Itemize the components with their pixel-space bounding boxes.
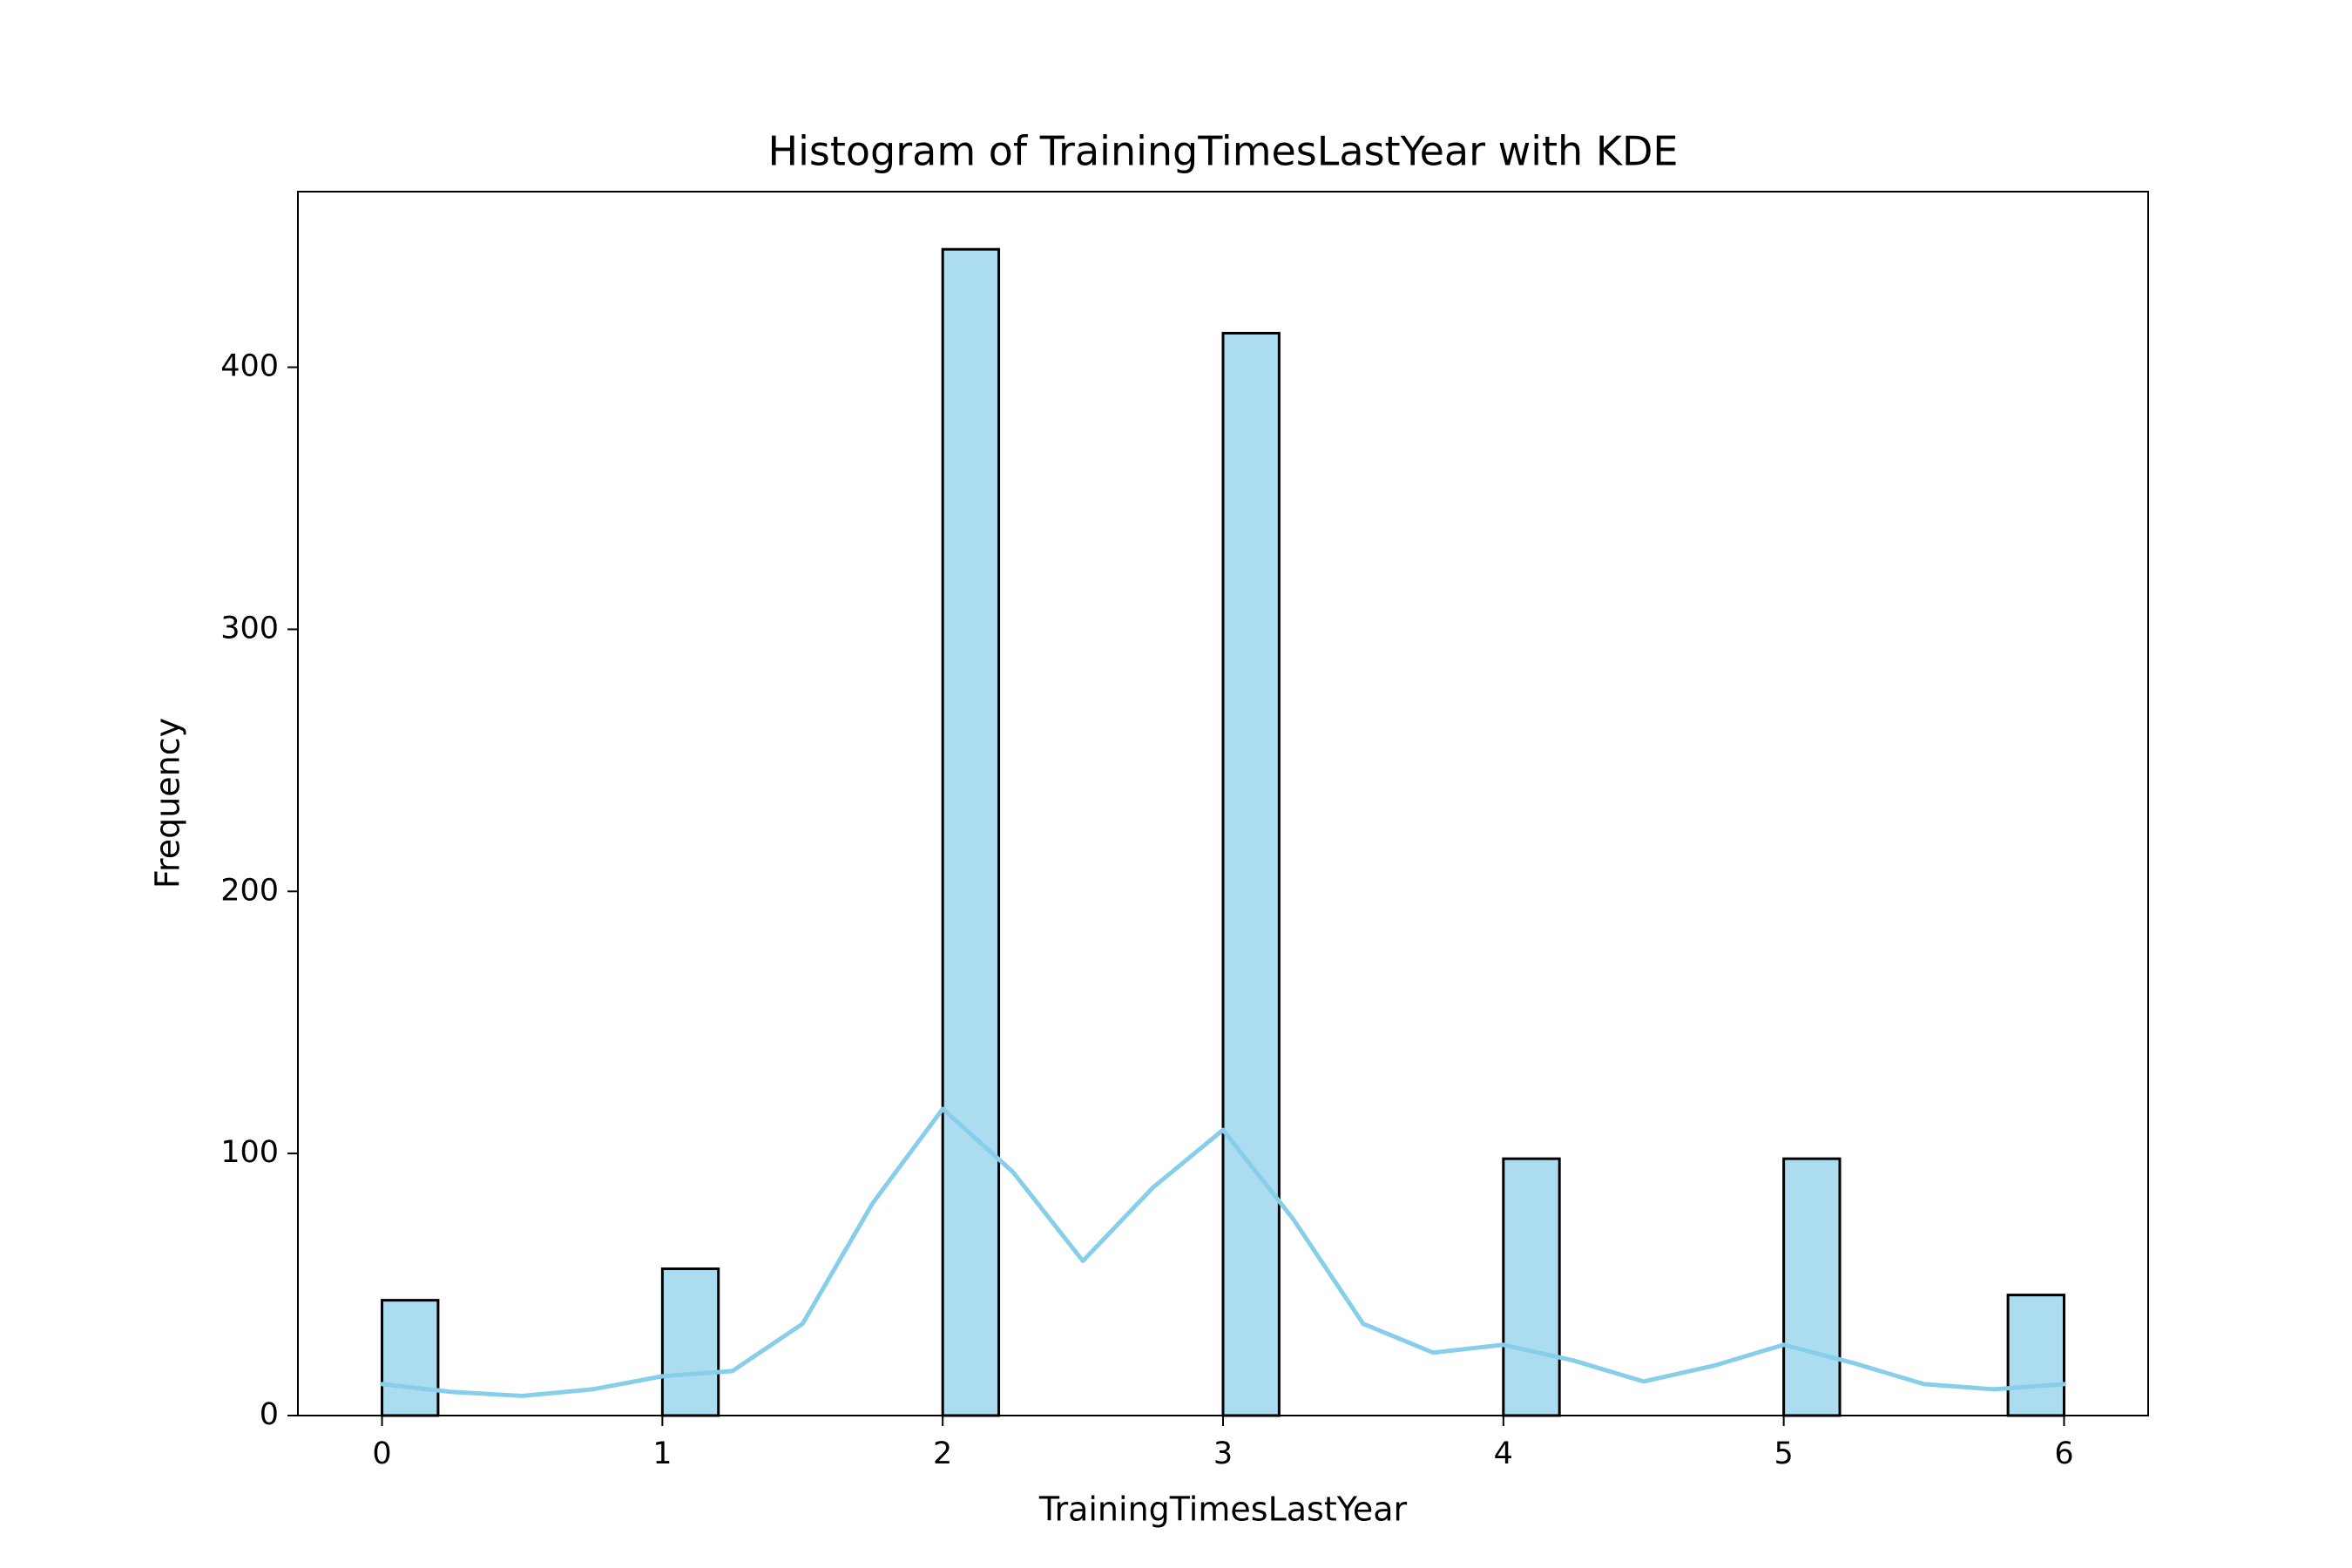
x-tick-label: 1 [652, 1436, 672, 1471]
y-axis-label: Frequency [149, 718, 187, 889]
y-tick-label: 400 [220, 349, 279, 384]
x-tick-label: 5 [1774, 1436, 1793, 1471]
plot-frame [297, 191, 2149, 1416]
x-axis-label: TrainingTimesLastYear [1038, 1490, 1408, 1529]
x-tick-label: 2 [933, 1436, 952, 1471]
y-tick-label: 300 [220, 611, 279, 645]
y-tick-label: 0 [260, 1397, 279, 1432]
bar [2006, 1294, 2065, 1417]
y-tick-label: 200 [220, 873, 279, 908]
bar [941, 247, 1001, 1417]
x-tick-label: 3 [1213, 1436, 1233, 1471]
y-tick-label: 100 [220, 1135, 279, 1170]
x-tick-label: 4 [1494, 1436, 1513, 1471]
bar [1502, 1157, 1561, 1417]
x-tick-label: 0 [372, 1436, 391, 1471]
bar [381, 1299, 440, 1417]
bar [1221, 331, 1281, 1417]
bar [660, 1267, 720, 1417]
chart-title: Histogram of TrainingTimesLastYear with … [768, 128, 1679, 175]
bar [1782, 1157, 1842, 1417]
kde-line [380, 1106, 2066, 1398]
x-tick-label: 6 [2054, 1436, 2073, 1471]
